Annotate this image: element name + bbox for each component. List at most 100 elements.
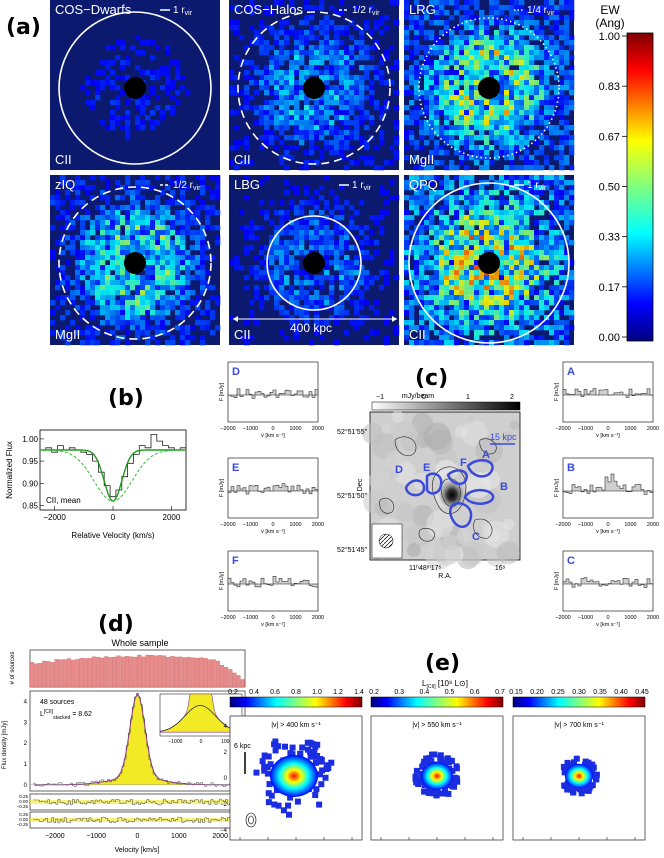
spec-d-xtick: 0 bbox=[136, 833, 140, 840]
spectrum-ylabel: F [mJy] bbox=[554, 383, 560, 401]
spec-d-ylabel: Flux density [mJy] bbox=[2, 721, 8, 769]
spectrum-label: D bbox=[232, 366, 240, 378]
hist-bar bbox=[215, 660, 220, 688]
cmap-colorbar-tick: 0 bbox=[422, 394, 426, 401]
colorbar-tick-label: 0.00 bbox=[599, 332, 620, 344]
ew-map-ion: CII bbox=[234, 152, 251, 167]
spectrum-B: B −2000 −1000 0 1000 2000 v [km s⁻¹] F [mJy] bbox=[554, 457, 659, 535]
e-colorbar-tick: 0.45 bbox=[635, 689, 649, 696]
region-label-f: F bbox=[460, 457, 467, 469]
spectrum-xlabel: v [km s⁻¹] bbox=[261, 433, 285, 439]
hist-bar bbox=[46, 661, 51, 688]
spectrum-histogram bbox=[562, 577, 654, 588]
plot-b-xlabel: Relative Velocity (km/s) bbox=[71, 531, 154, 540]
hist-bar bbox=[54, 659, 59, 688]
e-scale-bar: 6 kpc bbox=[234, 743, 257, 828]
e-colorbar-tick: 0.25 bbox=[551, 689, 565, 696]
spectrum-xtick: −2000 bbox=[555, 522, 570, 528]
panel-b-letter: (b) bbox=[108, 386, 144, 411]
spectrum-ylabel: F [mJy] bbox=[219, 383, 225, 401]
spectrum-xtick: 2000 bbox=[312, 522, 324, 528]
hist-ylabel: # of sources bbox=[10, 652, 16, 685]
ew-map-ion: CII bbox=[409, 327, 426, 342]
hist-bar bbox=[33, 663, 38, 688]
hist-bar bbox=[96, 656, 101, 688]
spectrum-xtick: −1000 bbox=[578, 426, 593, 432]
plot-b-broad-line bbox=[40, 449, 186, 502]
spectrum-xlabel: v [km s⁻¹] bbox=[261, 529, 285, 535]
spec-d-ytick: 1 bbox=[24, 762, 28, 768]
colorbar-tick-label: 1.00 bbox=[599, 31, 620, 43]
ew-map-rvir-circle bbox=[418, 17, 560, 159]
cmap-colorbar-tick: 1 bbox=[466, 394, 470, 401]
hist-bar bbox=[108, 657, 113, 688]
cmap-dec-tick: 52°51′55″ bbox=[337, 428, 367, 436]
hist-bar bbox=[120, 656, 125, 688]
scale-bar-400kpc: 400 kpc bbox=[233, 316, 397, 335]
resid-tick: 0.00 bbox=[19, 799, 28, 804]
spec-d-xtick: −2000 bbox=[45, 833, 65, 840]
e-colorbar bbox=[229, 696, 363, 708]
colorbar-title-ew: EW bbox=[600, 3, 620, 17]
ew-map-center-mask bbox=[478, 77, 500, 99]
e-maps: 0.2 0.4 0.6 0.8 1.0 1.2 1.4 |v| > 400 km s⁻¹ −4 −… bbox=[220, 689, 649, 841]
spectrum-xtick: 0 bbox=[271, 615, 274, 621]
cmap-ra-tick: 11ʰ48ᵐ17ˢ bbox=[409, 565, 442, 572]
spectrum-xlabel: v [km s⁻¹] bbox=[261, 622, 285, 628]
hist-bar bbox=[166, 656, 171, 688]
ew-map-center-mask bbox=[303, 77, 325, 99]
hist-bar bbox=[79, 658, 84, 688]
region-label-e: E bbox=[423, 462, 430, 474]
cmap-scale-label: 15 kpc bbox=[490, 432, 517, 442]
spectrum-xtick: −2000 bbox=[220, 615, 235, 621]
spec-d-ytick: 4 bbox=[24, 699, 28, 705]
resid-tick: −0.25 bbox=[17, 822, 29, 827]
spectrum-xtick: −1000 bbox=[243, 615, 258, 621]
hist-bar bbox=[224, 667, 229, 688]
hist-bar bbox=[220, 665, 225, 688]
spectrum-xtick: 1000 bbox=[624, 426, 636, 432]
colorbar-tick-label: 0.50 bbox=[599, 182, 620, 194]
hist-bar bbox=[112, 656, 117, 688]
e-colorbar-tick: 0.6 bbox=[270, 689, 280, 696]
cmap-region-labels: A B C D E F bbox=[395, 449, 508, 543]
hist-bar bbox=[211, 659, 216, 688]
e-map-core bbox=[421, 762, 453, 790]
hist-bar bbox=[137, 654, 142, 688]
cii-map: mJy/beam −1 0 1 2 bbox=[337, 393, 521, 580]
spectrum-label: F bbox=[232, 555, 239, 567]
inset-broad bbox=[159, 705, 243, 732]
cmap-colorbar bbox=[371, 401, 521, 411]
plot-b-ytick: 0.90 bbox=[22, 479, 38, 488]
spectrum-histogram bbox=[562, 388, 654, 398]
spectrum-label: C bbox=[567, 555, 575, 567]
sources-label: 48 sources bbox=[40, 699, 75, 706]
hist-bar bbox=[38, 663, 43, 688]
spectrum-ylabel: F [mJy] bbox=[554, 572, 560, 590]
e-map-label: |v| > 400 km s⁻¹ bbox=[271, 722, 321, 729]
hist-bar bbox=[232, 672, 237, 688]
hist-bar bbox=[71, 659, 76, 688]
panel-e: (e) L[CII] [10⁸ L⊙] 0.2 0.4 0.6 0.8 1.0 1.2 1.… bbox=[220, 651, 649, 841]
hist-bar bbox=[149, 654, 154, 688]
plot-b-ylabel: Normalized Flux bbox=[5, 441, 14, 499]
scale-label-400kpc: 400 kpc bbox=[290, 321, 332, 335]
hist-bar bbox=[129, 656, 134, 688]
residuals: 0.250.00−0.250.250.00−0.25 bbox=[17, 794, 245, 827]
spectrum-xtick: 0 bbox=[606, 426, 609, 432]
e-colorbar-tick: 0.2 bbox=[369, 689, 379, 696]
spec-d-xtick: 1000 bbox=[171, 833, 187, 840]
spectrum-D: D −2000 −1000 0 1000 2000 v [km s⁻¹] F [mJy] bbox=[219, 361, 324, 439]
spectrum-xtick: 0 bbox=[271, 426, 274, 432]
spectrum-xtick: −2000 bbox=[220, 426, 235, 432]
hist-bar bbox=[182, 657, 187, 688]
cmap-colorbar-label: mJy/beam bbox=[402, 393, 434, 400]
inset-xtick: 0 bbox=[200, 739, 203, 745]
panel-d-letter: (d) bbox=[98, 612, 134, 637]
spectrum-E: E −2000 −1000 0 1000 2000 v [km s⁻¹] F [mJy] bbox=[219, 457, 324, 535]
ew-map-title: LRG bbox=[409, 2, 436, 17]
hist-bar bbox=[236, 675, 241, 688]
